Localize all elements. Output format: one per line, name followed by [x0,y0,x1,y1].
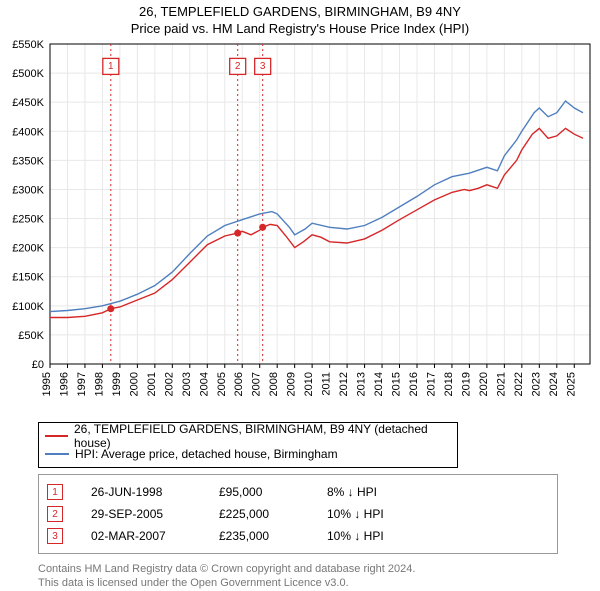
sales-row: 1 26-JUN-1998 £95,000 8% ↓ HPI [47,481,549,503]
sales-marker-icon: 3 [47,528,63,544]
sales-marker-icon: 1 [47,484,63,500]
svg-text:£350K: £350K [12,155,44,167]
svg-text:2: 2 [235,61,241,72]
svg-text:£550K: £550K [12,39,44,51]
svg-text:£250K: £250K [12,214,44,226]
sales-diff: 10% ↓ HPI [327,529,427,543]
svg-text:2022: 2022 [513,372,525,396]
svg-text:2015: 2015 [391,372,403,396]
svg-text:£450K: £450K [12,97,44,109]
svg-text:£400K: £400K [12,126,44,138]
svg-text:2013: 2013 [356,372,368,396]
sales-marker-icon: 2 [47,506,63,522]
svg-text:2020: 2020 [478,372,490,396]
legend-item-property: 26, TEMPLEFIELD GARDENS, BIRMINGHAM, B9 … [45,427,451,445]
legend-label-property: 26, TEMPLEFIELD GARDENS, BIRMINGHAM, B9 … [74,422,451,450]
svg-text:2017: 2017 [425,372,437,396]
svg-text:2024: 2024 [548,372,560,396]
legend-swatch-property [45,435,68,437]
chart-title-address: 26, TEMPLEFIELD GARDENS, BIRMINGHAM, B9 … [0,4,600,19]
svg-text:2016: 2016 [408,372,420,396]
price-chart-svg: £0 £50K £100K £150K £200K £250K £300K £350K £400… [0,36,600,416]
svg-text:£200K: £200K [12,243,44,255]
svg-text:3: 3 [260,61,266,72]
svg-text:2019: 2019 [460,372,472,396]
svg-text:2021: 2021 [495,372,507,396]
svg-text:1998: 1998 [93,372,105,396]
sales-diff: 10% ↓ HPI [327,507,427,521]
svg-text:2002: 2002 [163,372,175,396]
svg-text:2018: 2018 [443,372,455,396]
svg-text:2025: 2025 [565,372,577,396]
svg-text:2014: 2014 [373,372,385,396]
svg-text:2023: 2023 [530,372,542,396]
svg-text:£50K: £50K [18,330,44,342]
svg-text:£0: £0 [32,359,44,371]
chart-area: £0 £50K £100K £150K £200K £250K £300K £350K £400… [0,36,600,416]
svg-text:2001: 2001 [146,372,158,396]
svg-text:2011: 2011 [321,372,333,396]
svg-text:2008: 2008 [268,372,280,396]
legend-swatch-hpi [45,453,69,455]
svg-text:£300K: £300K [12,184,44,196]
svg-text:1996: 1996 [58,372,70,396]
sales-price: £95,000 [219,485,299,499]
svg-text:£150K: £150K [12,272,44,284]
sales-date: 29-SEP-2005 [91,507,191,521]
svg-text:2007: 2007 [251,372,263,396]
svg-text:1999: 1999 [111,372,123,396]
chart-title-subtitle: Price paid vs. HM Land Registry's House … [0,21,600,36]
sales-table: 1 26-JUN-1998 £95,000 8% ↓ HPI 2 29-SEP-… [38,474,558,554]
sales-date: 26-JUN-1998 [91,485,191,499]
footer-attribution: Contains HM Land Registry data © Crown c… [38,562,588,591]
svg-text:2006: 2006 [233,372,245,396]
footer-line1: Contains HM Land Registry data © Crown c… [38,562,588,576]
legend: 26, TEMPLEFIELD GARDENS, BIRMINGHAM, B9 … [38,422,458,468]
svg-text:1995: 1995 [41,372,53,396]
svg-text:£500K: £500K [12,68,44,80]
svg-text:2009: 2009 [286,372,298,396]
sales-diff: 8% ↓ HPI [327,485,427,499]
svg-text:1: 1 [108,61,114,72]
sales-price: £235,000 [219,529,299,543]
legend-label-hpi: HPI: Average price, detached house, Birm… [75,447,338,461]
svg-text:2005: 2005 [216,372,228,396]
svg-text:£100K: £100K [12,301,44,313]
sales-row: 3 02-MAR-2007 £235,000 10% ↓ HPI [47,525,549,547]
svg-text:2012: 2012 [338,372,350,396]
svg-text:2000: 2000 [128,372,140,396]
svg-text:2003: 2003 [181,372,193,396]
svg-text:2004: 2004 [198,372,210,396]
svg-text:2010: 2010 [303,372,315,396]
sales-price: £225,000 [219,507,299,521]
svg-text:1997: 1997 [76,372,88,396]
sales-date: 02-MAR-2007 [91,529,191,543]
sales-row: 2 29-SEP-2005 £225,000 10% ↓ HPI [47,503,549,525]
footer-line2: This data is licensed under the Open Gov… [38,576,588,590]
